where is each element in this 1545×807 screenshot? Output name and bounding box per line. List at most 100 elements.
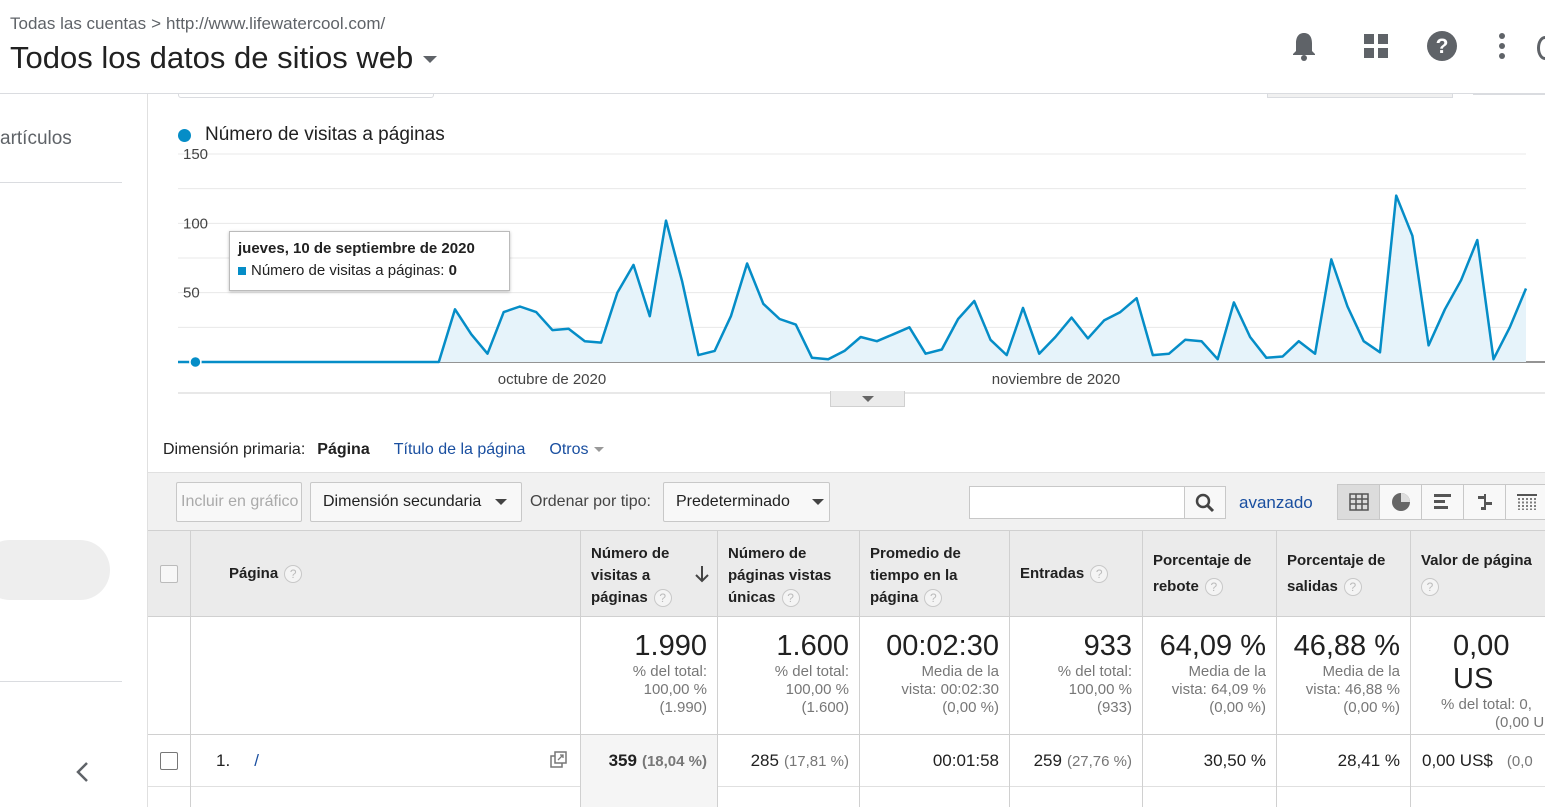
column-header-exit-rate[interactable]: Porcentaje de salidas? <box>1277 531 1411 617</box>
column-exits-label[interactable]: Porcentaje de salidas? <box>1287 550 1385 598</box>
account-avatar[interactable] <box>1537 36 1545 60</box>
breadcrumb[interactable]: Todas las cuentas > http://www.lifewaterco… <box>10 14 385 34</box>
help-icon[interactable]: ? <box>1343 578 1362 597</box>
bar-view-button[interactable] <box>1422 485 1464 519</box>
comparison-icon[interactable] <box>1475 493 1495 511</box>
help-icon[interactable]: ? <box>1204 578 1223 597</box>
bell-icon[interactable] <box>1288 30 1320 62</box>
table-row[interactable]: 1. / 359 (18,04 %) 285 (17,81 %) 00:01:58 … <box>148 735 1545 787</box>
column-label-line[interactable]: visitas a <box>591 567 651 584</box>
table-view-button[interactable] <box>1338 485 1380 519</box>
comparison-view-button[interactable] <box>1464 485 1506 519</box>
advanced-filter-link[interactable]: avanzado <box>1239 493 1313 512</box>
dimension-page-title[interactable]: Título de la página <box>393 441 526 458</box>
chart-control[interactable] <box>178 94 434 98</box>
table-search-input[interactable] <box>969 486 1185 519</box>
help-icon[interactable]: ? <box>653 589 672 608</box>
caret-down-icon[interactable] <box>423 56 438 64</box>
totals-value: 64,09 % <box>1159 630 1266 662</box>
column-label-line[interactable]: Promedio de <box>870 545 961 562</box>
search-icon[interactable] <box>1195 493 1215 513</box>
more-vert-icon[interactable] <box>1486 30 1518 62</box>
column-page-label[interactable]: Página <box>229 565 279 582</box>
sidebar-item-selected[interactable] <box>0 540 110 600</box>
help-icon[interactable]: ? <box>1426 30 1458 62</box>
column-entrances-label[interactable]: Entradas <box>1020 565 1085 582</box>
column-label-line[interactable]: página? <box>870 587 961 609</box>
help-icon[interactable]: ? <box>1090 565 1109 583</box>
column-label-line[interactable]: rebote? <box>1153 576 1251 598</box>
column-label-line[interactable]: Porcentaje de <box>1153 552 1252 569</box>
column-label-text[interactable]: salidas <box>1287 578 1338 595</box>
chart-period-buttons[interactable] <box>1267 94 1453 98</box>
column-label-line[interactable]: únicas? <box>728 587 831 609</box>
apps-grid-icon[interactable] <box>1360 30 1392 62</box>
bar-chart-icon[interactable] <box>1433 493 1453 511</box>
column-unique-label[interactable]: Número de páginas vistas únicas? <box>728 543 831 609</box>
column-label-line[interactable]: páginas? <box>591 587 672 609</box>
dimension-page[interactable]: Página <box>317 441 370 458</box>
open-in-new-icon[interactable] <box>550 751 567 768</box>
pie-view-button[interactable] <box>1380 485 1422 519</box>
row-checkbox[interactable] <box>160 752 178 770</box>
column-bounce-label[interactable]: Porcentaje de rebote? <box>1153 550 1251 598</box>
dimension-others-label[interactable]: Otros <box>549 441 589 458</box>
column-header-page-value[interactable]: Valor de página ? <box>1411 531 1545 617</box>
table-header: Página? Número de visitas a páginas? Núm… <box>148 530 1545 617</box>
column-pageviews-label[interactable]: Número de visitas a páginas? <box>591 543 672 609</box>
search-button[interactable] <box>1184 486 1226 519</box>
include-in-chart-button[interactable]: Incluir en gráfico <box>176 482 302 522</box>
chart-control-right[interactable] <box>1473 94 1545 95</box>
column-header-bounce-rate[interactable]: Porcentaje de rebote? <box>1143 531 1277 617</box>
help-icon[interactable]: ? <box>284 565 303 583</box>
column-avg-time-label[interactable]: Promedio de tiempo en la página? <box>870 543 961 609</box>
chevron-left-icon[interactable] <box>70 760 94 784</box>
column-header-pageviews[interactable]: Número de visitas a páginas? <box>581 531 718 617</box>
pivot-icon[interactable] <box>1516 493 1538 511</box>
help-icon[interactable]: ? <box>781 589 800 608</box>
column-label-line[interactable]: Número de <box>591 545 670 562</box>
column-label-text[interactable]: página <box>870 589 919 606</box>
column-label-line[interactable]: Número de <box>728 545 807 562</box>
column-label-line[interactable]: tiempo en la <box>870 567 958 584</box>
caret-down-icon[interactable] <box>811 499 824 505</box>
sort-type-value[interactable]: Predeterminado <box>676 493 790 510</box>
row-page-link[interactable]: / <box>254 751 259 770</box>
dimension-others[interactable]: Otros <box>549 441 604 459</box>
column-label-line[interactable]: ? <box>1421 576 1532 598</box>
table-grid-icon[interactable] <box>1348 493 1369 511</box>
caret-down-icon[interactable] <box>593 447 604 453</box>
secondary-dimension-dropdown[interactable]: Dimensión secundaria <box>310 482 522 522</box>
column-label-line[interactable]: páginas vistas <box>728 567 832 584</box>
column-header-entrances[interactable]: Entradas? <box>1010 531 1143 617</box>
row-value: 259 <box>1033 751 1062 770</box>
sort-type-dropdown[interactable]: Predeterminado <box>663 482 830 522</box>
column-label-text[interactable]: páginas <box>591 589 648 606</box>
breadcrumb-property[interactable]: http://www.lifewatercool.com/ <box>166 14 386 33</box>
caret-down-icon[interactable] <box>495 499 508 505</box>
column-header-unique-pageviews[interactable]: Número de páginas vistas únicas? <box>718 531 860 617</box>
chart-toggle-button[interactable] <box>830 391 905 407</box>
column-label-text[interactable]: únicas <box>728 589 776 606</box>
select-all-checkbox[interactable] <box>160 565 178 583</box>
help-icon[interactable]: ? <box>1421 578 1439 597</box>
pivot-view-button[interactable] <box>1506 485 1545 519</box>
sidebar-item-articles[interactable]: artículos <box>0 128 72 149</box>
row-unique: 285 (17,81 %) <box>718 735 860 787</box>
sort-arrow-down-icon[interactable] <box>695 565 709 583</box>
column-label-text[interactable]: rebote <box>1153 578 1199 595</box>
view-selector[interactable]: Todos los datos de sitios web <box>10 40 438 76</box>
pie-chart-icon[interactable] <box>1391 492 1411 512</box>
view-title[interactable]: Todos los datos de sitios web <box>10 40 414 75</box>
table-row[interactable] <box>148 787 1545 807</box>
column-header-avg-time[interactable]: Promedio de tiempo en la página? <box>860 531 1010 617</box>
column-header-page[interactable]: Página? <box>191 531 581 617</box>
column-label-line[interactable]: Porcentaje de <box>1287 552 1386 569</box>
column-label-line[interactable]: Valor de página <box>1421 552 1532 569</box>
column-value-label[interactable]: Valor de página ? <box>1421 550 1532 598</box>
column-label-line[interactable]: salidas? <box>1287 576 1385 598</box>
caret-down-icon[interactable] <box>861 395 874 402</box>
help-icon[interactable]: ? <box>924 589 943 608</box>
secondary-dimension-label[interactable]: Dimensión secundaria <box>323 493 482 510</box>
breadcrumb-account[interactable]: Todas las cuentas <box>10 14 147 33</box>
